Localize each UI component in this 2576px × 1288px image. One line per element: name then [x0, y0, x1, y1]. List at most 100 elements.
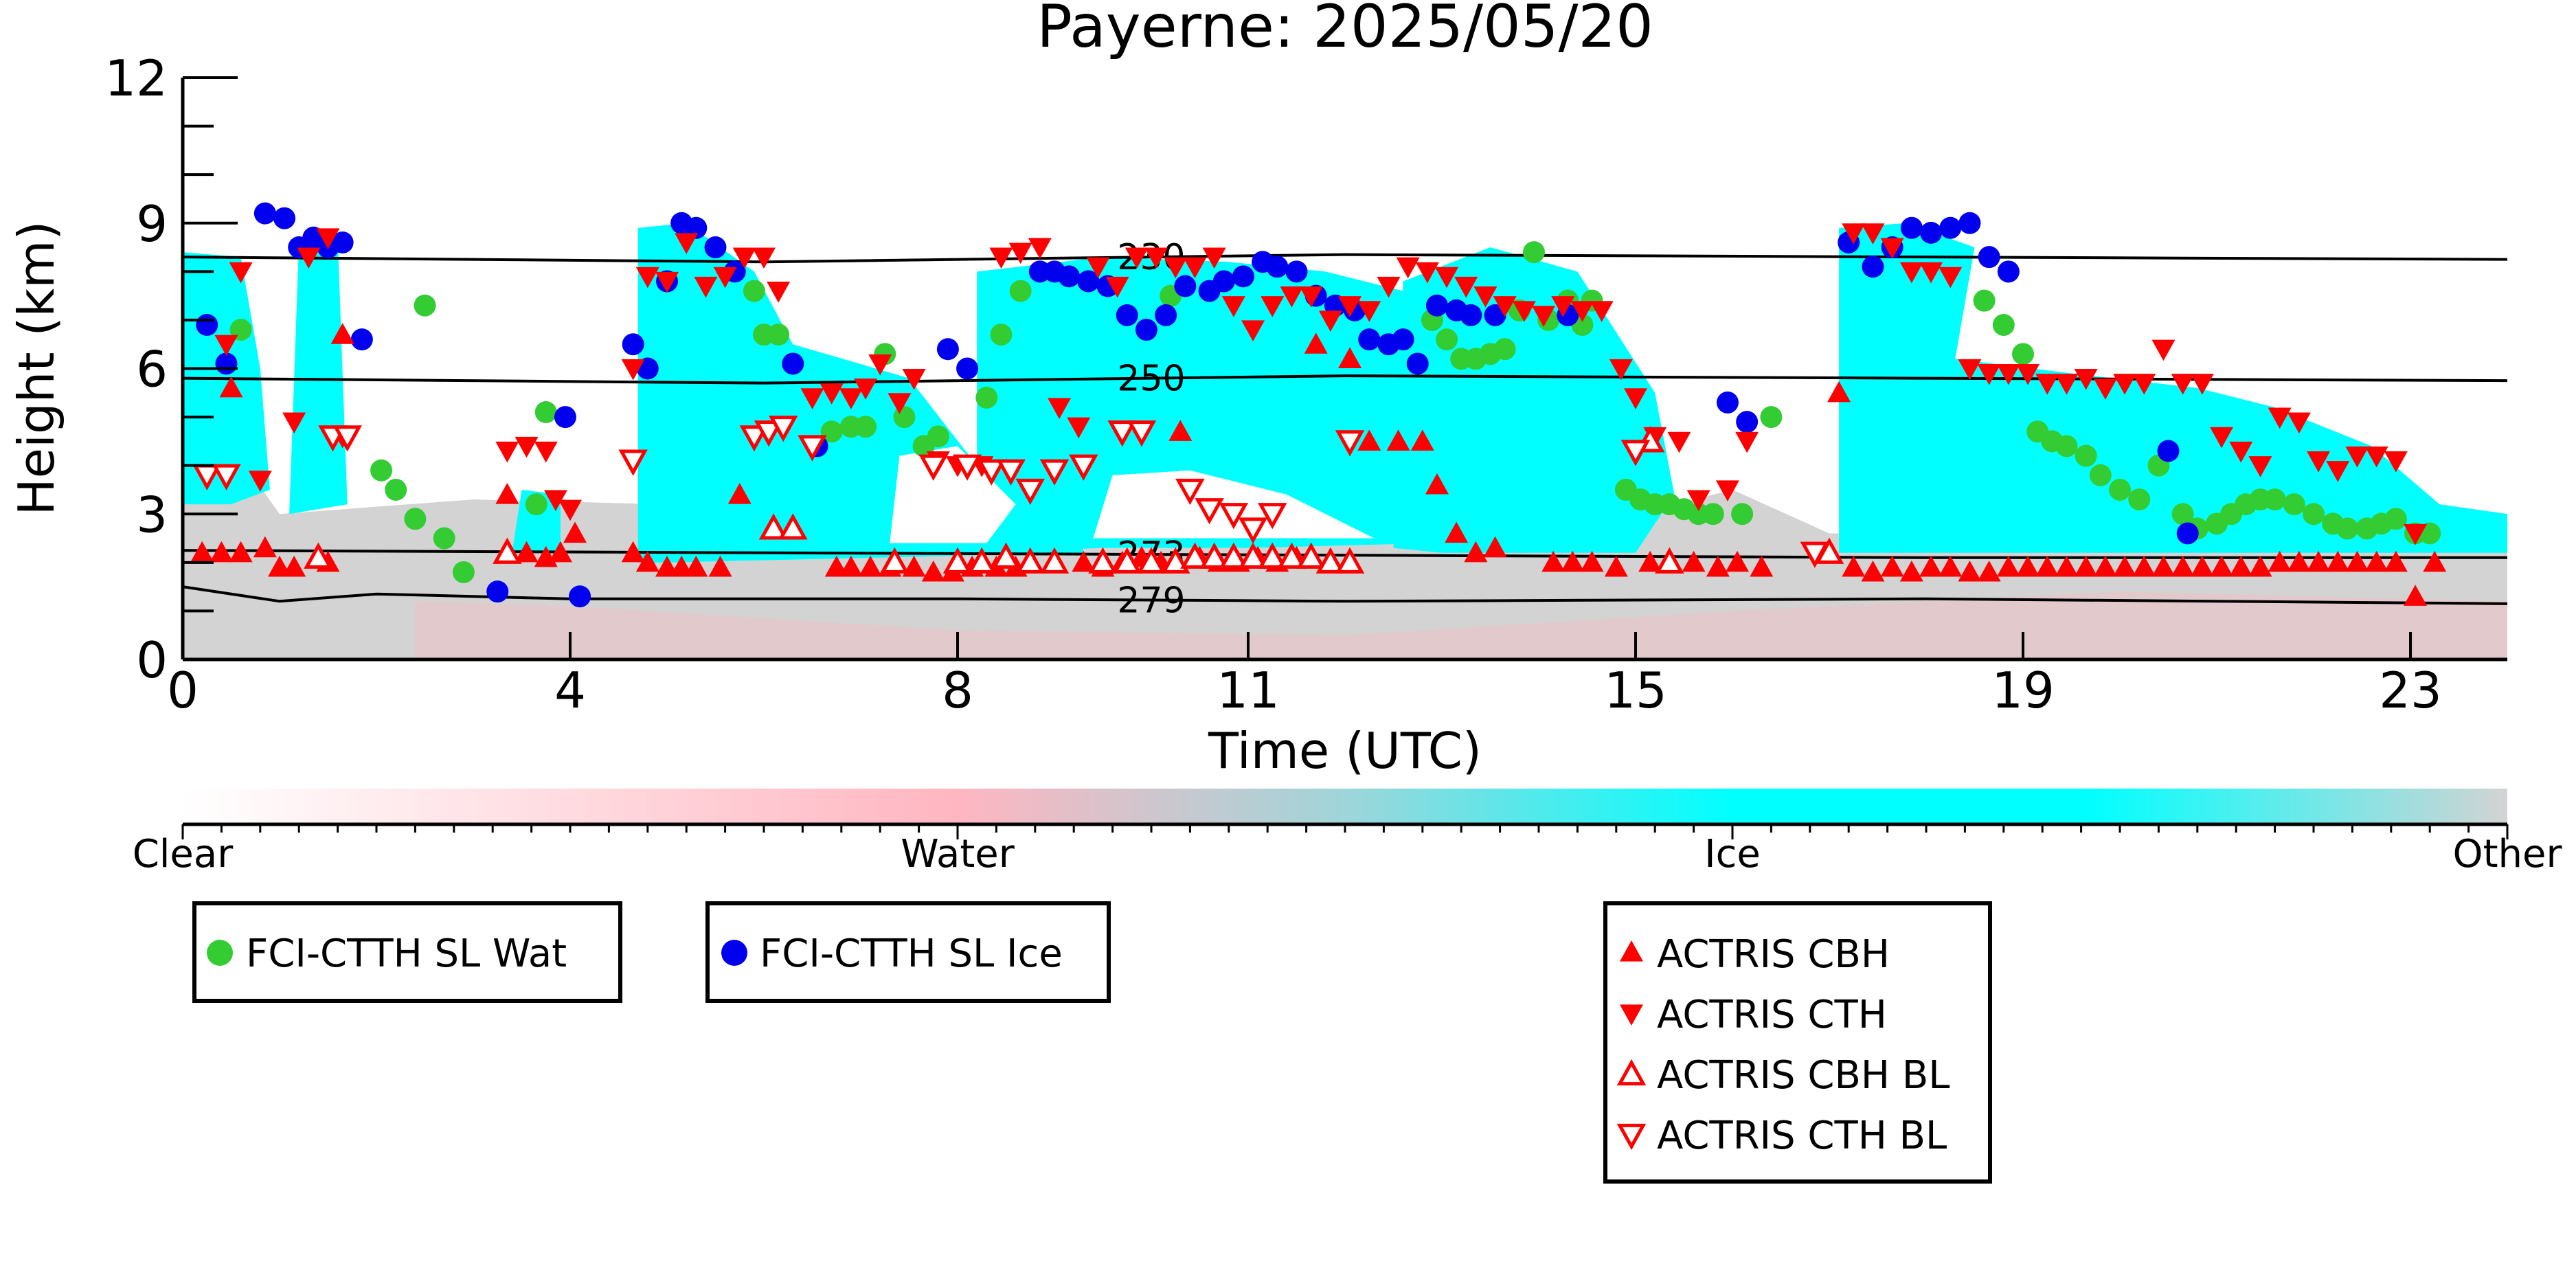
actris-cbh-marker — [1464, 541, 1488, 563]
fci-ctth-sl-wat-marker — [2384, 508, 2407, 530]
actris-cbh-marker — [1338, 347, 1362, 368]
fci-ctth-sl-wat-marker — [2109, 478, 2131, 501]
actris-cth-marker — [694, 276, 718, 298]
fci-ctth-sl-ice-marker — [1484, 304, 1506, 326]
actris-cbh-bl-marker — [493, 537, 522, 564]
actris-cbh-marker — [2384, 550, 2408, 572]
fci-ctth-sl-ice-marker — [2157, 440, 2180, 462]
actris-cbh-marker — [2287, 550, 2311, 572]
x-tick-label: 8 — [942, 662, 973, 719]
actris-cth-marker — [2345, 446, 2369, 468]
fci-ctth-sl-ice-marker — [1958, 212, 1981, 234]
actris-cth-marker — [1735, 431, 1759, 453]
actris-cth-marker — [1241, 320, 1265, 342]
actris-cth-marker — [675, 233, 699, 254]
fci-ctth-sl-wat-marker — [820, 420, 843, 443]
actris-cbh-bl-marker — [1112, 547, 1142, 574]
fci-ctth-sl-wat-marker — [1992, 313, 2015, 336]
actris-cbh-marker — [1304, 332, 1328, 354]
fci-ctth-sl-ice-marker — [1406, 352, 1429, 375]
actris-cbh-marker — [2074, 555, 2098, 577]
actris-cbh-marker — [1604, 555, 1628, 577]
actris-cbh-marker — [621, 541, 645, 563]
actris-cbh-marker — [2404, 585, 2428, 606]
actris-cth-marker — [1183, 257, 1207, 279]
isotherm-line — [182, 549, 2507, 559]
fci-ctth-sl-ice-marker — [1939, 216, 1962, 239]
fci-ctth-sl-ice-marker — [1920, 221, 1943, 244]
actris-cbh-marker — [1842, 555, 1866, 577]
actris-cbh-bl-marker — [1296, 542, 1326, 569]
y-tick-label: 3 — [136, 486, 168, 543]
actris-cbh-bl-marker — [880, 547, 909, 574]
legend-label-cth: ACTRIS CTH — [1657, 993, 1887, 1037]
actris-cbh-marker — [708, 555, 732, 577]
actris-cbh-bl-marker — [758, 513, 789, 540]
actris-cth-bl-marker — [754, 420, 784, 447]
actris-cth-marker — [1357, 301, 1381, 322]
fci-ctth-sl-ice-marker — [1358, 328, 1381, 351]
actris-cbh-bl-marker — [304, 542, 333, 569]
y-axis-label: Height (km) — [8, 221, 65, 516]
legend-box-wat: FCI-CTTH SL Wat — [192, 901, 622, 1003]
legend-marker-wat — [207, 940, 233, 966]
actris-cth-marker — [2307, 451, 2331, 473]
actris-cbh-marker — [921, 560, 945, 582]
actris-cth-marker — [854, 379, 878, 400]
actris-cth-marker — [2326, 461, 2350, 482]
fci-ctth-sl-ice-marker — [2176, 522, 2199, 545]
actris-cbh-marker — [2248, 555, 2272, 577]
actris-cth-marker — [214, 335, 238, 357]
fci-ctth-sl-wat-marker — [1702, 503, 1724, 526]
actris-cbh-marker — [1561, 550, 1585, 572]
x-tick-label: 15 — [1604, 662, 1667, 719]
fci-ctth-sl-wat-marker — [2303, 503, 2325, 526]
actris-cbh-bl-marker — [991, 542, 1021, 569]
actris-cth-marker — [1590, 301, 1614, 322]
actris-cbh-marker — [1958, 560, 1982, 582]
actris-cth-marker — [2151, 339, 2176, 361]
actris-cth-marker — [2404, 523, 2428, 545]
background-region — [1839, 223, 2507, 553]
actris-cth-marker — [1067, 417, 1091, 439]
fci-ctth-sl-wat-marker — [385, 478, 407, 501]
fci-ctth-sl-wat-marker — [1973, 289, 1996, 312]
actris-cth-marker — [1164, 257, 1188, 279]
fci-ctth-sl-ice-marker — [1425, 294, 1448, 317]
actris-cbh-marker — [2307, 550, 2331, 572]
actris-cth-bl-marker — [332, 425, 362, 452]
actris-cbh-marker — [548, 541, 572, 563]
actris-cth-bl-marker — [1175, 478, 1205, 506]
actris-cth-marker — [495, 441, 519, 463]
actris-cth-marker — [1338, 296, 1362, 317]
fci-ctth-sl-wat-marker — [2128, 488, 2151, 511]
actris-cbh-marker — [1072, 550, 1096, 572]
actris-cbh-marker — [2364, 550, 2388, 572]
chart-title: Payerne: 2025/05/20 — [1037, 0, 1653, 61]
actris-cth-marker — [1377, 276, 1401, 298]
actris-cth-bl-marker — [1258, 503, 1287, 530]
actris-cbh-marker — [1386, 429, 1410, 451]
actris-cth-marker — [248, 471, 272, 492]
actris-cbh-marker — [229, 541, 253, 563]
legend-marker-cbh — [1620, 940, 1643, 962]
legend-marker-cth-bl — [1616, 1123, 1647, 1151]
actris-cth-marker — [297, 247, 321, 269]
actris-cth-marker — [800, 388, 824, 409]
actris-cth-marker — [1842, 223, 1866, 245]
fci-ctth-sl-ice-marker — [554, 406, 576, 429]
fci-ctth-sl-ice-marker — [1155, 304, 1177, 326]
actris-cth-marker — [1261, 296, 1285, 317]
fci-ctth-sl-wat-marker — [1731, 503, 1754, 526]
actris-cbh-marker — [2190, 555, 2214, 577]
actris-cth-marker — [1086, 257, 1110, 279]
actris-cth-marker — [1996, 363, 2020, 385]
actris-cth-marker — [1105, 276, 1129, 298]
actris-cth-marker — [2210, 427, 2234, 449]
fci-ctth-sl-ice-marker — [1212, 270, 1235, 293]
actris-cbh-marker — [1483, 536, 1507, 558]
actris-cth-marker — [1028, 238, 1052, 260]
actris-cth-marker — [2364, 446, 2388, 468]
actris-cbh-marker — [2055, 555, 2079, 577]
actris-cth-marker — [655, 271, 679, 293]
